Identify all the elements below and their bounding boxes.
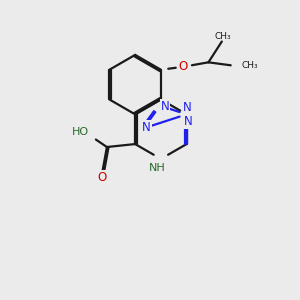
Text: CH₃: CH₃ — [241, 61, 258, 70]
Text: CH₃: CH₃ — [215, 32, 232, 41]
Text: O: O — [178, 60, 188, 73]
Text: NH: NH — [149, 163, 166, 173]
Text: HO: HO — [72, 127, 89, 137]
Text: N: N — [183, 101, 192, 114]
Text: N: N — [184, 115, 193, 128]
Text: N: N — [142, 121, 151, 134]
Text: N: N — [160, 100, 169, 113]
Text: O: O — [98, 171, 107, 184]
